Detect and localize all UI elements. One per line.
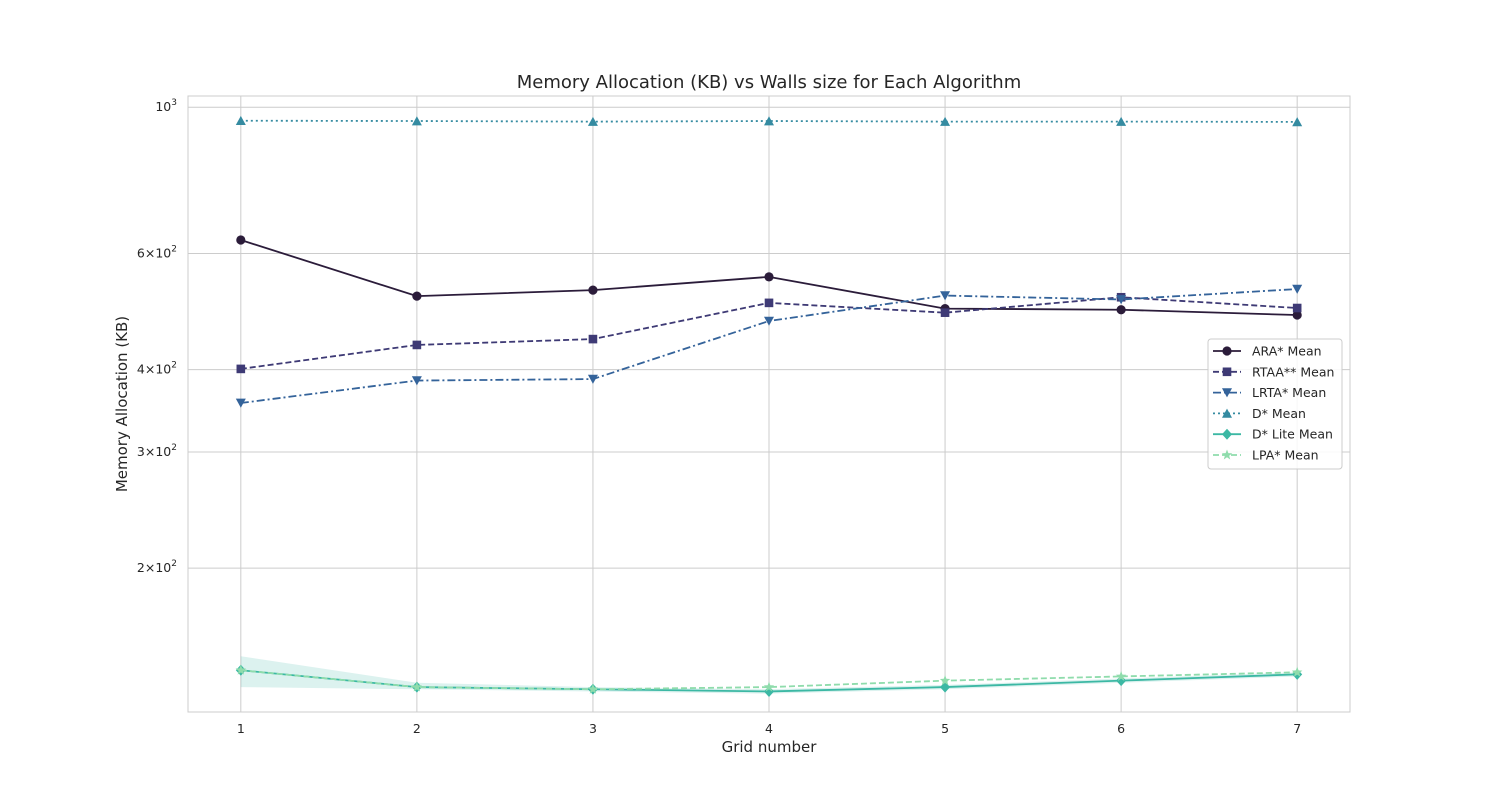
data-point bbox=[235, 664, 247, 675]
y-tick-label: 6×102 bbox=[137, 245, 177, 261]
y-tick-label: 103 bbox=[155, 98, 177, 114]
data-point bbox=[763, 681, 775, 692]
legend-marker bbox=[1222, 408, 1232, 418]
x-tick-label: 2 bbox=[413, 721, 421, 736]
data-point bbox=[588, 334, 598, 344]
data-point bbox=[1115, 670, 1127, 681]
series-5 bbox=[235, 664, 1303, 694]
x-tick-label: 4 bbox=[765, 721, 773, 736]
data-point bbox=[764, 116, 774, 126]
data-point bbox=[588, 285, 598, 295]
legend-label: D* Lite Mean bbox=[1252, 427, 1333, 442]
legend-marker bbox=[1222, 388, 1232, 398]
data-point bbox=[236, 235, 246, 245]
data-point bbox=[1292, 310, 1302, 320]
data-point bbox=[1291, 666, 1303, 677]
data-point bbox=[1116, 116, 1127, 126]
data-point bbox=[1116, 305, 1126, 315]
legend-item: LPA* Mean bbox=[1213, 448, 1319, 463]
x-tick-label: 5 bbox=[941, 721, 949, 736]
legend-label: LPA* Mean bbox=[1252, 448, 1319, 463]
data-point bbox=[940, 308, 950, 317]
x-tick-label: 1 bbox=[237, 721, 245, 736]
data-point bbox=[1116, 295, 1127, 305]
y-tick-label: 2×102 bbox=[137, 559, 177, 575]
data-point bbox=[764, 685, 774, 697]
data-point bbox=[940, 116, 951, 126]
y-tick-label: 4×102 bbox=[137, 361, 177, 377]
plot-frame bbox=[187, 95, 1351, 713]
data-point bbox=[411, 376, 422, 386]
legend-marker bbox=[1221, 449, 1233, 460]
legend-label: RTAA** Mean bbox=[1252, 364, 1334, 379]
legend-item: D* Lite Mean bbox=[1213, 427, 1333, 442]
series-0 bbox=[236, 235, 1302, 320]
data-point bbox=[1292, 303, 1302, 313]
x-tick-label: 6 bbox=[1117, 721, 1125, 736]
legend-label: LRTA* Mean bbox=[1252, 385, 1326, 400]
y-axis-label: Memory Allocation (KB) bbox=[113, 316, 131, 492]
legend-marker bbox=[1222, 346, 1232, 356]
data-point bbox=[764, 316, 774, 326]
data-point bbox=[1292, 117, 1303, 127]
data-point bbox=[764, 298, 774, 308]
data-point bbox=[1292, 284, 1303, 294]
data-point bbox=[412, 291, 422, 301]
chart-title: Memory Allocation (KB) vs Walls size for… bbox=[517, 72, 1022, 93]
data-point bbox=[940, 681, 951, 693]
y-tick-label: 3×102 bbox=[137, 443, 177, 459]
legend-item: D* Mean bbox=[1213, 406, 1306, 421]
x-tick-labels: 1 2 3 4 5 6 7 bbox=[237, 721, 1301, 736]
data-point bbox=[587, 116, 598, 126]
legend-item: ARA* Mean bbox=[1213, 344, 1322, 359]
data-point bbox=[764, 272, 774, 282]
data-point bbox=[412, 340, 422, 350]
legend: ARA* Mean RTAA** Mean LRTA* Mean D* Mean D* … bbox=[1207, 338, 1343, 470]
data-point bbox=[235, 398, 246, 408]
legend-label: ARA* Mean bbox=[1252, 344, 1322, 359]
data-point bbox=[940, 291, 951, 301]
legend-marker bbox=[1222, 428, 1232, 440]
series-lines bbox=[235, 115, 1303, 697]
legend-box bbox=[1207, 338, 1343, 470]
data-point bbox=[236, 364, 246, 374]
legend-item: LRTA* Mean bbox=[1213, 385, 1326, 400]
legend-item: RTAA** Mean bbox=[1213, 364, 1334, 379]
grid-lines bbox=[188, 96, 1350, 712]
legend-marker bbox=[1222, 367, 1232, 377]
data-point bbox=[235, 115, 246, 126]
y-tick-labels: 2×102 3×102 4×102 6×102 103 bbox=[137, 98, 177, 575]
data-point bbox=[411, 681, 423, 692]
series-2 bbox=[235, 284, 1303, 408]
data-point bbox=[939, 675, 951, 686]
x-tick-label: 3 bbox=[589, 721, 597, 736]
x-axis-label: Grid number bbox=[722, 738, 818, 756]
data-point bbox=[1116, 675, 1127, 687]
x-tick-label: 7 bbox=[1293, 721, 1301, 736]
data-point bbox=[587, 374, 598, 384]
data-point bbox=[411, 116, 422, 126]
series-3 bbox=[235, 115, 1303, 127]
data-point bbox=[587, 683, 599, 694]
legend-label: D* Mean bbox=[1252, 406, 1306, 421]
